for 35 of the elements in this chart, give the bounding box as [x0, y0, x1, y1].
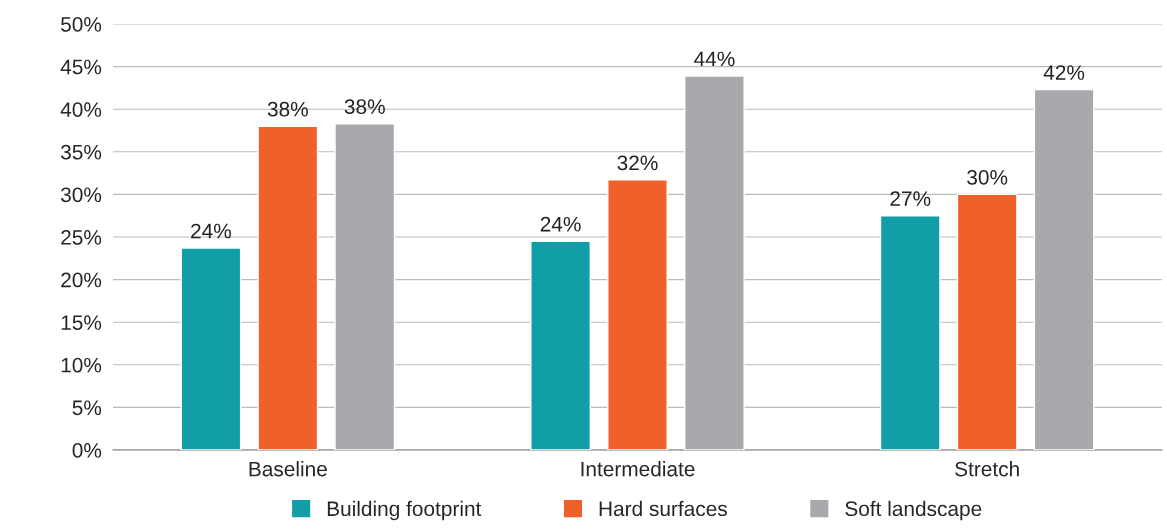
- data-label: 24%: [540, 216, 581, 232]
- data-label: 32%: [617, 155, 658, 171]
- y-tick-label: 15%: [61, 315, 102, 330]
- y-tick-label: 10%: [61, 357, 102, 373]
- bar: [684, 75, 745, 450]
- x-tick-label: Baseline: [249, 461, 327, 477]
- data-label: 27%: [890, 191, 931, 206]
- data-label: 44%: [694, 51, 735, 67]
- data-label: 30%: [967, 169, 1008, 185]
- bar: [879, 215, 941, 450]
- y-tick-label: 35%: [60, 144, 102, 160]
- bar: [257, 125, 319, 450]
- y-tick-label: 20%: [61, 272, 102, 288]
- data-label: 38%: [344, 99, 385, 115]
- y-tick-label: 30%: [60, 187, 102, 203]
- legend-label: Building footprint: [327, 500, 482, 521]
- legend-label: Soft landscape: [845, 500, 982, 521]
- y-tick-label: 50%: [61, 17, 102, 32]
- y-tick-label: 0%: [72, 443, 102, 458]
- x-tick-label: Stretch: [955, 461, 1019, 477]
- data-label: 42%: [1043, 65, 1085, 80]
- data-label: 24%: [191, 223, 232, 239]
- bar: [1033, 88, 1095, 450]
- y-tick-label: 25%: [61, 230, 102, 245]
- bar: [530, 240, 591, 450]
- data-label: 38%: [267, 101, 308, 117]
- y-tick-label: 45%: [60, 59, 102, 75]
- bar: [180, 247, 242, 450]
- legend-label: Hard surfaces: [599, 500, 727, 517]
- x-tick-label: Intermediate: [581, 461, 695, 477]
- bar: [334, 122, 396, 450]
- y-tick-label: 40%: [60, 102, 102, 117]
- y-tick-label: 5%: [72, 400, 102, 416]
- bar: [956, 193, 1018, 450]
- bar: [607, 179, 668, 450]
